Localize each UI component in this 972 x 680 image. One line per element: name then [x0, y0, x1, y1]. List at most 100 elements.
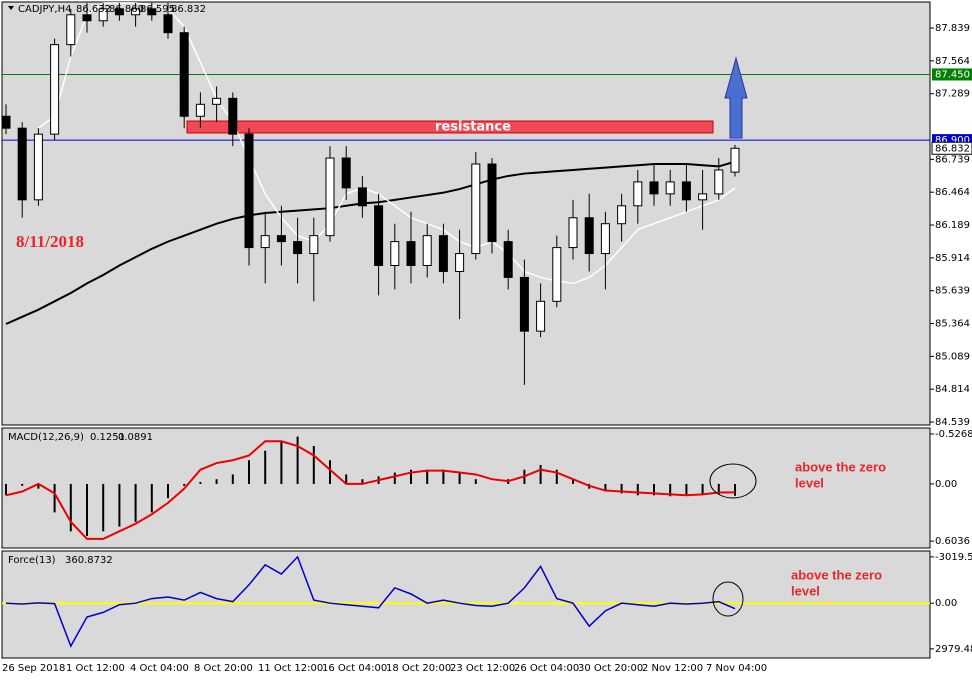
macd-annotation: above the zero	[795, 459, 886, 474]
x-tick-label: 18 Oct 20:00	[386, 663, 451, 674]
candle-body	[341, 157, 351, 189]
force-value: 360.8732	[65, 555, 113, 566]
candle-body	[698, 193, 708, 201]
macd-panel	[1, 427, 931, 549]
candle-body	[163, 14, 173, 34]
x-tick-label: 8 Oct 20:00	[194, 663, 253, 674]
candle-body	[714, 169, 724, 195]
level-label: 86.900	[935, 135, 970, 146]
candle-body	[228, 97, 238, 135]
header-low: 86.595	[140, 4, 175, 15]
candle-body	[633, 181, 643, 207]
macd-signal-value: 0.0891	[118, 432, 153, 443]
candle-body	[536, 300, 546, 332]
moving-average	[37, 2, 736, 285]
candle-body	[471, 163, 481, 255]
moving-average	[5, 160, 736, 325]
candle-body	[244, 133, 254, 249]
candle-body	[438, 235, 448, 272]
candle-body	[98, 8, 108, 22]
candle-body	[114, 8, 124, 16]
y-tick-label: 87.289	[935, 89, 970, 100]
level-tag	[932, 68, 972, 81]
y-tick-label: 0.6036	[935, 536, 970, 547]
candle-body	[730, 147, 740, 173]
candle-body	[519, 276, 529, 332]
y-tick-label: 87.839	[935, 23, 970, 34]
candle-body	[487, 163, 497, 243]
y-tick-label: 85.639	[935, 286, 970, 297]
macd-main-value: 0.1251	[90, 432, 125, 443]
force-circle	[712, 581, 744, 617]
candle-body	[568, 217, 578, 249]
symbol-title: CADJPY,H4	[18, 4, 71, 15]
y-tick-label: 84.814	[935, 384, 970, 395]
x-tick-label: 26 Sep 2018	[2, 663, 65, 674]
x-tick-label: 7 Nov 04:00	[706, 663, 767, 674]
candle-body	[195, 103, 205, 117]
x-tick-label: 30 Oct 20:00	[578, 663, 643, 674]
candle-body	[276, 235, 286, 243]
x-tick-label: 2 Nov 12:00	[642, 663, 703, 674]
y-tick-label: 2979.480	[935, 644, 972, 655]
signal-line	[5, 440, 736, 540]
x-tick-label: 1 Oct 12:00	[66, 663, 125, 674]
force-annotation: above the zero	[791, 567, 882, 582]
candle-body	[293, 241, 303, 255]
level-label: 87.450	[935, 69, 970, 80]
zone-label: resistance	[435, 120, 511, 135]
price-tag	[931, 141, 972, 155]
up-arrow	[724, 56, 748, 139]
candle-body	[17, 127, 27, 201]
y-tick-label: 86.464	[935, 187, 970, 198]
x-tick-label: 23 Oct 12:00	[450, 663, 515, 674]
y-tick-label: 86.739	[935, 154, 970, 165]
candle-body	[455, 253, 465, 272]
force-line	[5, 555, 736, 648]
candle-body	[1, 115, 11, 129]
y-tick-label: 84.539	[935, 417, 970, 428]
macd-annotation: level	[795, 475, 824, 490]
macd-title: MACD(12,26,9)	[8, 432, 84, 443]
candle-body	[147, 8, 157, 16]
candle-body	[503, 241, 513, 278]
candle-body	[212, 97, 222, 105]
y-tick-label: 85.364	[935, 319, 970, 330]
candle-body	[357, 187, 367, 207]
y-tick-label: 87.564	[935, 56, 970, 67]
y-tick-label: -3019.53	[935, 552, 972, 563]
y-tick-label: 86.189	[935, 220, 970, 231]
candle-body	[552, 247, 562, 302]
force-title: Force(13)	[8, 555, 56, 566]
x-tick-label: 4 Oct 04:00	[130, 663, 189, 674]
date-annotation: 8/11/2018	[16, 232, 84, 251]
candle-body	[649, 181, 659, 195]
macd-circle	[709, 463, 757, 499]
candle-body	[66, 14, 76, 46]
candle-body	[681, 181, 691, 201]
candle-body	[260, 235, 270, 249]
header-open: 86.632	[76, 4, 111, 15]
candle-body	[309, 235, 319, 255]
menu-icon	[8, 6, 14, 10]
candle-body	[617, 205, 627, 225]
x-tick-label: 26 Oct 04:00	[514, 663, 579, 674]
candle-body	[374, 205, 384, 266]
candle-body	[82, 14, 92, 22]
candle-body	[131, 8, 141, 16]
header-high: 86.860	[109, 4, 144, 15]
candle-body	[665, 181, 675, 195]
candle-body	[179, 32, 189, 117]
force-annotation: level	[791, 583, 820, 598]
price-panel	[1, 1, 931, 426]
y-tick-label: 0.00	[935, 598, 957, 609]
candle-body	[422, 235, 432, 266]
resistance-zone	[186, 120, 714, 134]
y-tick-label: 0.00	[935, 479, 957, 490]
candle-body	[390, 241, 400, 266]
candle-body	[50, 44, 60, 135]
x-tick-label: 16 Oct 04:00	[322, 663, 387, 674]
candle-body	[33, 133, 43, 201]
